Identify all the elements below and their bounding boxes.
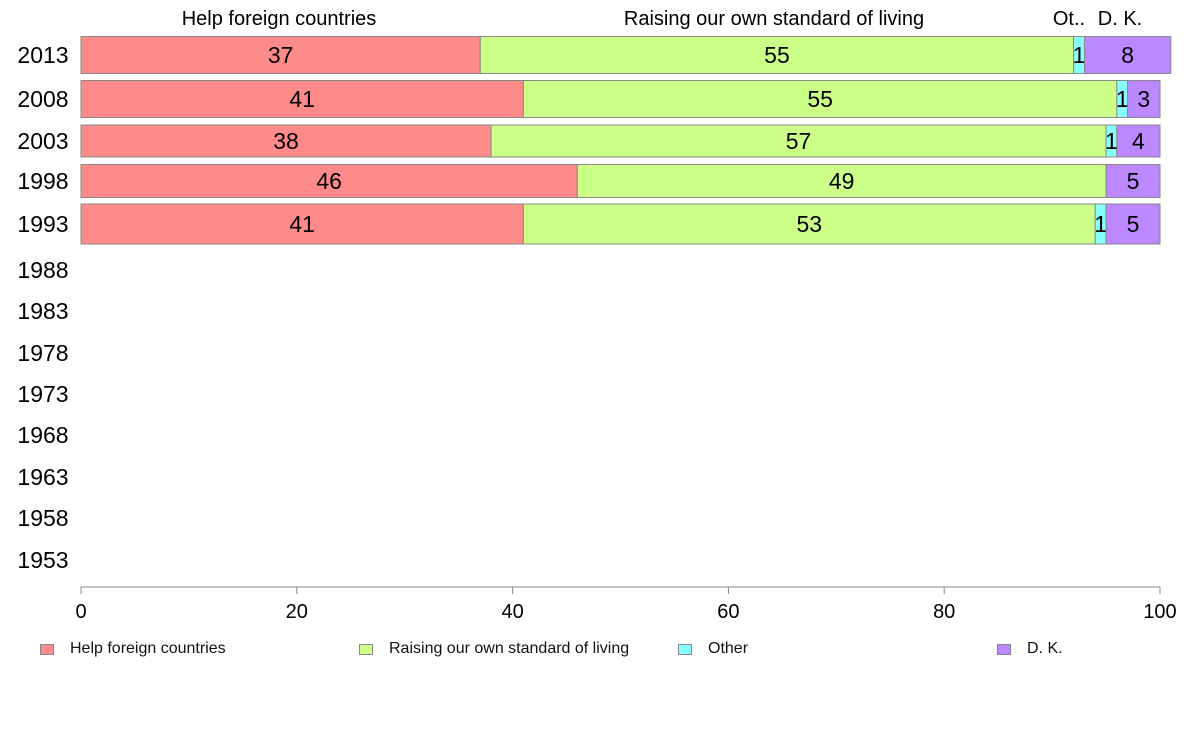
data-label: 1 — [1105, 128, 1118, 154]
x-tick-label: 100 — [1143, 601, 1176, 623]
legend-label: Help foreign countries — [70, 640, 226, 657]
data-label: 5 — [1127, 211, 1140, 237]
y-tick-label: 2008 — [17, 86, 68, 112]
data-label: 41 — [289, 86, 315, 112]
bar-segment — [522, 80, 1118, 118]
data-label: 1 — [1094, 211, 1107, 237]
legend-swatch — [359, 643, 373, 655]
y-tick-label: 1973 — [17, 381, 68, 407]
data-label: 55 — [807, 86, 833, 112]
data-label: 3 — [1137, 86, 1150, 112]
column-header: Help foreign countries — [182, 8, 377, 30]
legend-swatch — [40, 643, 54, 655]
data-label: 8 — [1121, 42, 1134, 68]
x-tick-label: 40 — [501, 601, 523, 623]
data-label: 46 — [316, 168, 342, 194]
bar-segment — [576, 164, 1107, 198]
y-tick-label: 1983 — [17, 298, 68, 324]
bar-segment — [1083, 36, 1172, 74]
y-tick-label: 1998 — [17, 168, 68, 194]
legend: Help foreign countries Raising our own s… — [0, 640, 1188, 664]
data-label: 49 — [829, 168, 855, 194]
legend-item-raising-standard: Raising our own standard of living — [359, 640, 629, 658]
y-tick-label: 2003 — [17, 128, 68, 154]
bar-segment — [490, 124, 1107, 158]
y-tick-label: 1958 — [17, 505, 68, 531]
bar-segment — [479, 36, 1075, 74]
data-label: 41 — [289, 211, 315, 237]
legend-label: D. K. — [1027, 640, 1063, 657]
data-label: 55 — [764, 42, 790, 68]
x-tick-label: 80 — [933, 601, 955, 623]
data-label: 1 — [1073, 42, 1086, 68]
y-tick-label: 1993 — [17, 211, 68, 237]
stacked-bar-chart: Help foreign countries Raising our own st… — [17, 8, 1176, 623]
y-tick-label: 1953 — [17, 547, 68, 573]
column-header: Ot.. — [1053, 8, 1085, 30]
column-header: Raising our own standard of living — [624, 8, 924, 30]
legend-label: Raising our own standard of living — [389, 640, 630, 657]
legend-swatch — [678, 643, 692, 655]
legend-swatch — [997, 643, 1011, 655]
data-label: 1 — [1116, 86, 1129, 112]
y-tick-label: 2013 — [17, 42, 68, 68]
y-tick-label: 1963 — [17, 464, 68, 490]
bar-segment — [80, 203, 524, 245]
x-tick-label: 20 — [286, 601, 308, 623]
x-tick-label: 60 — [717, 601, 739, 623]
legend-item-help-foreign-countries: Help foreign countries — [40, 640, 226, 658]
data-label: 53 — [797, 211, 823, 237]
bar-segment — [1105, 203, 1161, 245]
y-tick-label: 1968 — [17, 422, 68, 448]
data-label: 38 — [273, 128, 299, 154]
y-tick-label: 1978 — [17, 340, 68, 366]
data-label: 37 — [268, 42, 294, 68]
data-label: 5 — [1127, 168, 1140, 194]
data-label: 4 — [1132, 128, 1145, 154]
bar-segment — [80, 36, 481, 74]
y-tick-label: 1988 — [17, 257, 68, 283]
bar-segment — [1105, 164, 1161, 198]
legend-label: Other — [708, 640, 749, 657]
legend-item-other: Other — [678, 640, 748, 658]
x-tick-label: 0 — [75, 601, 86, 623]
bar-segment — [1127, 80, 1161, 118]
legend-item-dk: D. K. — [997, 640, 1063, 658]
bar-segment — [80, 124, 492, 158]
bar-segment — [1116, 124, 1161, 158]
column-header: D. K. — [1098, 8, 1142, 30]
data-label: 57 — [786, 128, 812, 154]
